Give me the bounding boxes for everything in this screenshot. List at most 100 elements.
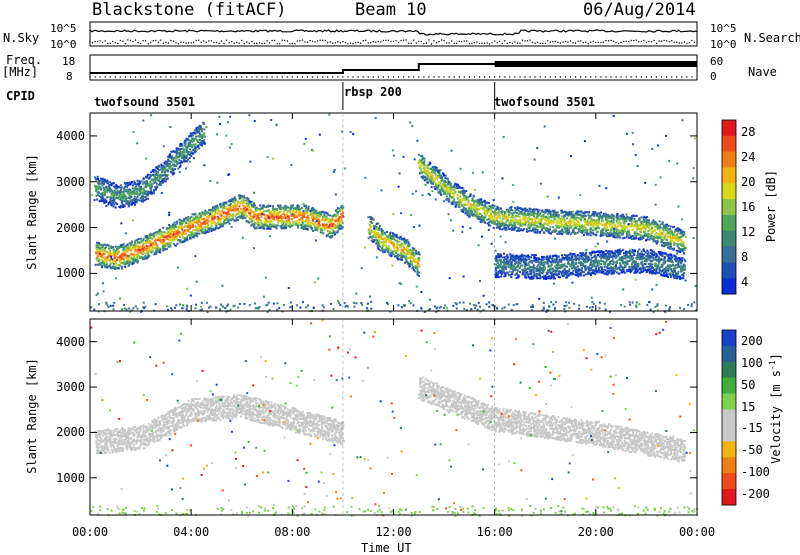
search-noise-dot: [613, 41, 614, 42]
search-noise-dot: [557, 42, 558, 43]
data-pixel: [417, 271, 419, 273]
search-noise-dot: [259, 42, 260, 43]
data-pixel: [201, 130, 203, 132]
data-pixel: [298, 206, 300, 208]
search-noise-dot: [405, 39, 406, 40]
data-pixel: [106, 262, 108, 264]
data-pixel: [178, 226, 180, 228]
data-pixel: [251, 201, 253, 203]
nave-dot: [155, 76, 156, 77]
search-noise-dot: [400, 40, 401, 41]
data-pixel: [437, 172, 439, 174]
data-pixel: [381, 238, 383, 240]
data-pixel: [289, 222, 291, 224]
search-noise-dot: [479, 43, 480, 44]
data-pixel: [310, 214, 312, 216]
nave-dot: [605, 76, 606, 77]
search-noise-dot: [603, 42, 604, 43]
data-pixel: [453, 199, 455, 201]
data-pixel: [534, 230, 536, 232]
data-pixel: [467, 211, 469, 213]
data-pixel: [581, 232, 583, 234]
data-pixel: [548, 218, 550, 220]
data-pixel: [98, 258, 100, 260]
data-pixel: [129, 202, 131, 204]
data-pixel: [148, 185, 150, 187]
data-pixel: [113, 205, 115, 207]
data-pixel: [524, 219, 526, 221]
data-pixel: [575, 227, 577, 229]
data-pixel: [314, 224, 316, 226]
nave-dot: [560, 76, 561, 77]
data-pixel: [432, 183, 434, 185]
search-noise-dot: [120, 40, 121, 41]
search-noise-dot: [471, 43, 472, 44]
search-noise-dot: [534, 43, 535, 44]
data-pixel: [189, 237, 191, 239]
data-pixel: [136, 189, 138, 191]
nave-dot: [206, 76, 207, 77]
data-pixel: [421, 176, 423, 178]
data-pixel: [192, 152, 194, 154]
nave-dot: [94, 76, 95, 77]
data-pixel: [289, 225, 291, 227]
data-pixel: [219, 220, 221, 222]
search-noise-dot: [360, 43, 361, 44]
data-pixel: [158, 169, 160, 171]
search-noise-dot: [304, 41, 305, 42]
data-pixel: [285, 227, 287, 229]
search-noise-dot: [431, 43, 432, 44]
data-pixel: [544, 223, 546, 225]
data-pixel: [320, 213, 322, 215]
search-noise-dot: [244, 43, 245, 44]
data-pixel: [243, 209, 245, 211]
data-pixel: [570, 227, 572, 229]
data-pixel: [302, 222, 304, 224]
data-pixel: [440, 182, 442, 184]
search-noise-dot: [610, 40, 611, 41]
data-pixel: [117, 252, 119, 254]
data-pixel: [113, 260, 115, 262]
data-pixel: [122, 253, 124, 255]
data-pixel: [142, 253, 144, 255]
data-pixel: [139, 183, 141, 185]
data-pixel: [193, 222, 195, 224]
nave-dot: [292, 76, 293, 77]
data-pixel: [107, 196, 109, 198]
data-pixel: [516, 226, 518, 228]
data-pixel: [377, 245, 379, 247]
data-pixel: [184, 230, 186, 232]
data-pixel: [185, 222, 187, 224]
data-pixel: [485, 214, 487, 216]
data-pixel: [200, 230, 202, 232]
search-noise-dot: [393, 41, 394, 42]
data-pixel: [243, 205, 245, 207]
data-pixel: [217, 213, 219, 215]
data-pixel: [167, 231, 169, 233]
data-pixel: [335, 209, 337, 211]
data-pixel: [396, 240, 398, 242]
data-pixel: [119, 193, 121, 195]
data-pixel: [196, 227, 198, 229]
nave-dot: [580, 76, 581, 77]
data-pixel: [116, 259, 118, 261]
data-pixel: [451, 192, 453, 194]
data-pixel: [140, 247, 142, 249]
search-noise-dot: [345, 42, 346, 43]
data-pixel: [183, 149, 185, 151]
data-pixel: [545, 209, 547, 211]
nave-dot: [423, 76, 424, 77]
search-noise-dot: [180, 42, 181, 43]
data-pixel: [339, 209, 341, 211]
data-pixel: [111, 202, 113, 204]
search-noise-dot: [254, 43, 255, 44]
search-noise-dot: [299, 40, 300, 41]
data-pixel: [138, 249, 140, 251]
search-noise-dot: [117, 43, 118, 44]
data-pixel: [556, 220, 558, 222]
data-pixel: [558, 218, 560, 220]
data-pixel: [583, 216, 585, 218]
data-pixel: [204, 136, 206, 138]
search-noise-dot: [165, 42, 166, 43]
data-pixel: [337, 213, 339, 215]
